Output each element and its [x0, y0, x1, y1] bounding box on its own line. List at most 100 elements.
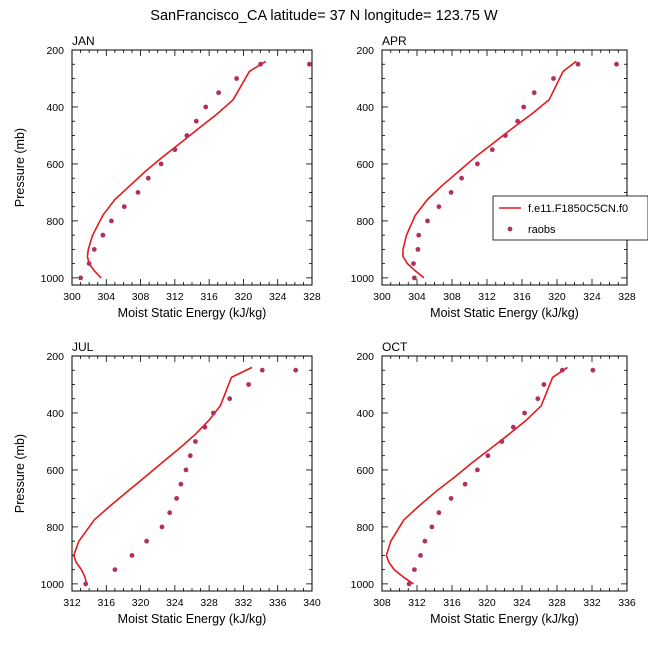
x-tick-label: 328 — [548, 597, 566, 609]
raobs-point — [158, 161, 164, 167]
x-tick-label: 304 — [408, 291, 426, 303]
raobs-point — [83, 581, 89, 587]
raobs-point — [246, 382, 252, 387]
raobs-point — [183, 467, 189, 473]
model-series-line — [402, 60, 577, 279]
x-tick-label: 320 — [235, 291, 253, 303]
raobs-point — [535, 396, 541, 402]
raobs-point — [258, 61, 263, 67]
raobs-point — [144, 538, 150, 544]
legend: f.e11.F1850C5CN.f0 raobs — [492, 195, 648, 241]
raobs-point — [234, 76, 240, 81]
panel-jul: 312 316 320 324 328 332 336 340 200 400 600 800 1000… — [13, 340, 321, 626]
y-tick-label: 800 — [46, 216, 64, 228]
y-tick-label: 600 — [46, 159, 64, 171]
raobs-point — [145, 175, 151, 181]
plot-frame — [71, 355, 313, 592]
plot-area — [72, 366, 299, 587]
panel-label: JAN — [72, 34, 95, 48]
raobs-point — [436, 510, 442, 516]
y-tick-label: 1000 — [41, 579, 65, 591]
raobs-point — [418, 553, 423, 558]
raobs-point — [216, 90, 222, 96]
panel-label: OCT — [382, 340, 408, 354]
plot-area — [78, 60, 312, 281]
raobs-point — [422, 538, 428, 544]
raobs-point — [227, 396, 233, 402]
legend-entry-label: f.e11.F1850C5CN.f0 — [528, 203, 628, 215]
raobs-point — [78, 275, 83, 281]
raobs-point — [412, 275, 417, 281]
x-tick-label: 304 — [98, 291, 116, 303]
raobs-point — [499, 439, 505, 444]
y-axis-title: Pressure (mb) — [13, 434, 27, 513]
y-tick-label: 200 — [356, 351, 374, 363]
raobs-point — [436, 204, 442, 210]
raobs-point — [412, 567, 417, 572]
raobs-point — [541, 382, 547, 387]
model-series-line — [385, 366, 568, 585]
raobs-point — [167, 510, 173, 516]
x-tick-label: 312 — [408, 597, 426, 609]
y-axis-title: Pressure (mb) — [13, 128, 27, 207]
raobs-point — [100, 232, 106, 238]
raobs-point — [193, 439, 198, 444]
x-tick-label: 316 — [200, 291, 218, 303]
y-tick-label: 800 — [356, 216, 374, 228]
x-tick-label: 328 — [303, 291, 321, 303]
raobs-point — [307, 61, 312, 67]
raobs-point — [172, 147, 178, 153]
raobs-point — [135, 190, 141, 195]
legend-box — [492, 195, 648, 241]
y-tick-label: 1000 — [41, 273, 65, 285]
x-axis-title: Moist Static Energy (kJ/kg) — [118, 612, 267, 626]
panel-oct: 308 312 316 320 324 328 332 336 200 400 600 800 1000… — [351, 340, 636, 626]
raobs-point — [510, 424, 516, 430]
raobs-point — [462, 481, 468, 487]
raobs-point — [416, 232, 422, 238]
raobs-point — [112, 567, 118, 572]
raobs-point — [91, 247, 97, 252]
raobs-point — [129, 553, 135, 558]
x-tick-label: 312 — [478, 291, 496, 303]
x-tick-label: 336 — [269, 597, 287, 609]
raobs-point — [425, 218, 430, 224]
x-tick-label: 316 — [98, 597, 116, 609]
x-tick-label: 332 — [583, 597, 601, 609]
raobs-point — [86, 261, 92, 266]
raobs-point — [531, 90, 537, 96]
x-tick-label: 324 — [166, 597, 184, 609]
raobs-point — [174, 496, 180, 501]
raobs-point — [575, 61, 581, 67]
raobs-point — [475, 161, 480, 167]
raobs-point — [159, 524, 165, 530]
raobs-point — [406, 581, 412, 587]
panel-label: JUL — [72, 340, 94, 354]
x-tick-label: 312 — [63, 597, 81, 609]
x-axis-title: Moist Static Energy (kJ/kg) — [430, 612, 579, 626]
x-tick-label: 316 — [513, 291, 531, 303]
x-tick-label: 308 — [443, 291, 461, 303]
x-tick-label: 332 — [235, 597, 253, 609]
y-tick-label: 600 — [46, 465, 64, 477]
raobs-point — [489, 147, 495, 153]
x-tick-label: 300 — [373, 291, 391, 303]
raobs-point — [293, 367, 299, 373]
x-tick-label: 324 — [583, 291, 601, 303]
x-tick-label: 324 — [513, 597, 531, 609]
y-tick-label: 200 — [356, 45, 374, 57]
y-tick-label: 400 — [356, 102, 374, 114]
raobs-point — [448, 190, 454, 195]
x-tick-label: 308 — [132, 291, 150, 303]
raobs-point — [459, 175, 464, 181]
panel-label: APR — [382, 34, 407, 48]
raobs-point — [211, 410, 216, 416]
x-tick-label: 320 — [478, 597, 496, 609]
plot-area — [402, 60, 619, 281]
raobs-point — [475, 467, 480, 473]
model-series-line — [72, 366, 253, 585]
y-tick-label: 200 — [46, 45, 64, 57]
panel-apr: 300 304 308 312 316 320 324 328 200 400 600 800 1000… — [351, 34, 636, 320]
y-tick-label: 800 — [356, 522, 374, 534]
raobs-point — [415, 247, 421, 252]
